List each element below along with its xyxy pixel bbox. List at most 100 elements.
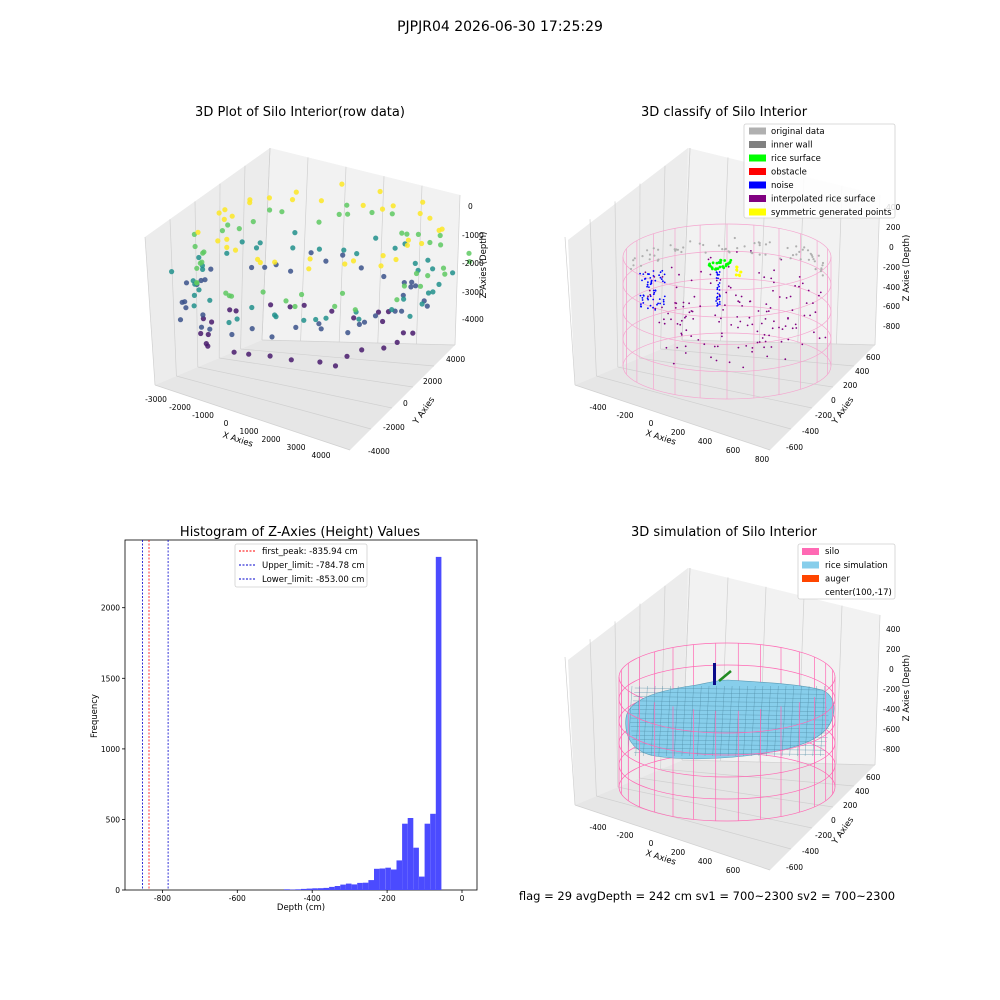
cls-x-tick: 200 <box>671 428 686 437</box>
original-data-point <box>632 264 635 267</box>
interpolated-surface-point <box>812 302 814 304</box>
interpolated-surface-point <box>803 314 806 317</box>
raw-data-point <box>205 331 211 338</box>
rice-surface-point <box>711 261 715 265</box>
original-data-point <box>812 258 815 261</box>
sim-z-tick: 200 <box>886 645 901 654</box>
noise-point <box>652 270 655 272</box>
interpolated-surface-point <box>773 320 775 323</box>
original-data-point <box>798 250 801 253</box>
noise-point <box>716 272 719 274</box>
interpolated-surface-point <box>680 319 683 322</box>
interpolated-surface-point <box>766 355 769 358</box>
raw-data-point <box>292 230 298 236</box>
raw-x-tick: 1000 <box>239 427 258 436</box>
raw-data-point <box>410 330 416 336</box>
panel-raw-scatter: 3D Plot of Silo Interior(row data) -3000… <box>144 105 489 460</box>
raw-data-point <box>413 283 419 289</box>
noise-point <box>642 273 645 275</box>
cls-grid <box>564 147 881 451</box>
mesh-line <box>633 696 826 699</box>
raw-data-point <box>257 240 263 246</box>
mesh-line <box>635 685 640 757</box>
grid-line <box>681 147 691 341</box>
original-data-point <box>799 258 802 261</box>
interpolated-surface-point <box>740 295 743 298</box>
cls-y-ticks: -600 -400 -200 0 200 400 600 <box>786 353 881 452</box>
sim-z-label: Z Axies (Depth) <box>902 655 912 722</box>
noise-point <box>639 272 641 275</box>
raw-data-point <box>308 250 314 256</box>
raw-data-point <box>377 188 383 195</box>
noise-point <box>642 302 645 304</box>
interpolated-surface-point <box>658 321 661 324</box>
raw-data-point <box>198 277 204 284</box>
interpolated-surface-point <box>785 297 788 299</box>
noise-point <box>647 298 649 301</box>
interpolated-surface-point <box>739 320 742 323</box>
grid-line <box>169 219 177 377</box>
raw-data-point <box>224 250 230 256</box>
raw-data-point <box>272 259 278 265</box>
interpolated-surface-point <box>721 335 723 338</box>
noise-point <box>650 282 653 285</box>
histogram-bar <box>362 882 369 890</box>
raw-data-point <box>358 265 364 271</box>
interpolated-surface-point <box>771 327 774 330</box>
raw-data-point <box>262 264 268 270</box>
interpolated-surface-point <box>789 295 792 298</box>
mesh-line <box>631 730 829 734</box>
hist-y-tick: 500 <box>106 815 121 824</box>
interpolated-surface-point <box>676 323 679 325</box>
footer-status: flag = 29 avgDepth = 242 cm sv1 = 700~23… <box>519 889 895 903</box>
interpolated-surface-point <box>718 298 720 301</box>
raw-data-point <box>436 281 442 287</box>
interpolated-surface-point <box>680 334 683 336</box>
figure-title: PJPJR04 2026-06-30 17:25:29 <box>397 19 603 35</box>
raw-data-point <box>345 211 351 217</box>
interpolated-surface-point <box>644 271 647 274</box>
raw-z-tick: -2000 <box>462 259 484 268</box>
rice-surface-point <box>719 259 723 262</box>
sim-legend-swatch <box>802 548 819 555</box>
histogram-bar <box>357 882 363 890</box>
interpolated-surface-point <box>697 339 700 341</box>
noise-point <box>659 276 662 279</box>
raw-data-point <box>232 247 239 253</box>
raw-data-point <box>267 207 273 213</box>
noise-point <box>716 302 719 305</box>
raw-data-point <box>344 202 350 208</box>
raw-data-point <box>199 259 205 265</box>
cls-legend-swatch <box>749 181 766 189</box>
original-data-point <box>717 244 721 247</box>
interpolated-surface-point <box>764 340 767 343</box>
interpolated-surface-point <box>693 295 696 298</box>
mesh-line <box>632 700 827 704</box>
interpolated-surface-point <box>670 318 672 321</box>
original-data-point <box>646 249 649 252</box>
interpolated-surface-point <box>679 323 682 326</box>
interpolated-surface-point <box>770 277 773 280</box>
cls-y-tick: 200 <box>843 381 858 390</box>
raw-data-point <box>224 236 230 242</box>
noise-point <box>649 295 652 298</box>
mesh-line <box>632 743 827 747</box>
raw-data-point <box>227 307 233 313</box>
interpolated-surface-point <box>751 350 753 353</box>
noise-point <box>652 293 655 296</box>
original-data-point <box>820 268 823 271</box>
mesh-line <box>720 685 725 757</box>
noise-point <box>716 298 719 301</box>
mesh-line <box>630 726 830 729</box>
sim-z-tick: -200 <box>883 685 900 694</box>
noise-point <box>662 280 664 283</box>
interpolated-surface-point <box>688 302 690 305</box>
noise-point <box>662 298 665 301</box>
raw-data-point <box>400 330 406 336</box>
interpolated-surface-point <box>725 291 728 294</box>
raw-z-tick: -4000 <box>462 315 484 324</box>
histogram-bar <box>379 868 386 890</box>
original-data-point <box>674 249 677 252</box>
raw-data-point <box>389 211 395 217</box>
original-data-point <box>743 245 746 248</box>
